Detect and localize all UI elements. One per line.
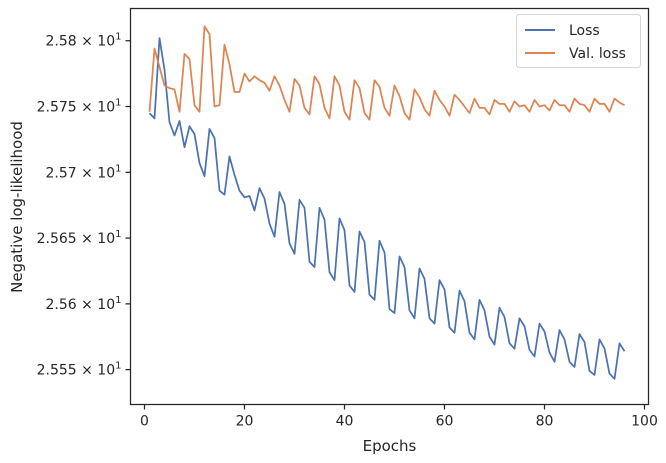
x-axis-ticks: 0 20 40 60 80 100 [140, 404, 658, 430]
x-tick-label: 100 [631, 414, 658, 430]
legend-label-val-loss: Val. loss [569, 46, 626, 62]
series-line-val-loss [148, 25, 625, 121]
x-tick-label: 40 [336, 414, 354, 430]
y-tick-label: 2.56 × 101 [46, 295, 122, 313]
legend-box [516, 14, 641, 68]
plot-frame [129, 7, 650, 406]
y-tick-label: 2.58 × 101 [46, 32, 122, 50]
x-tick-label: 80 [536, 414, 554, 430]
y-tick-label: 2.57 × 101 [46, 163, 122, 181]
y-tick-label: 2.575 × 101 [37, 98, 122, 116]
x-axis-label: Epochs [363, 437, 417, 455]
y-tick-label: 2.565 × 101 [37, 229, 122, 247]
x-tick-label: 0 [140, 414, 149, 430]
y-axis-ticks: 2.555 × 101 2.56 × 101 2.565 × 101 2.57 × 1… [37, 32, 131, 379]
legend: Loss Val. loss [516, 14, 641, 68]
y-axis-label: Negative log-likelihood [8, 121, 26, 293]
x-tick-label: 20 [236, 414, 254, 430]
series-line-loss [148, 37, 626, 380]
series-lines [148, 25, 626, 380]
legend-label-loss: Loss [569, 23, 600, 39]
x-tick-label: 60 [436, 414, 454, 430]
y-tick-label: 2.555 × 101 [37, 361, 122, 379]
